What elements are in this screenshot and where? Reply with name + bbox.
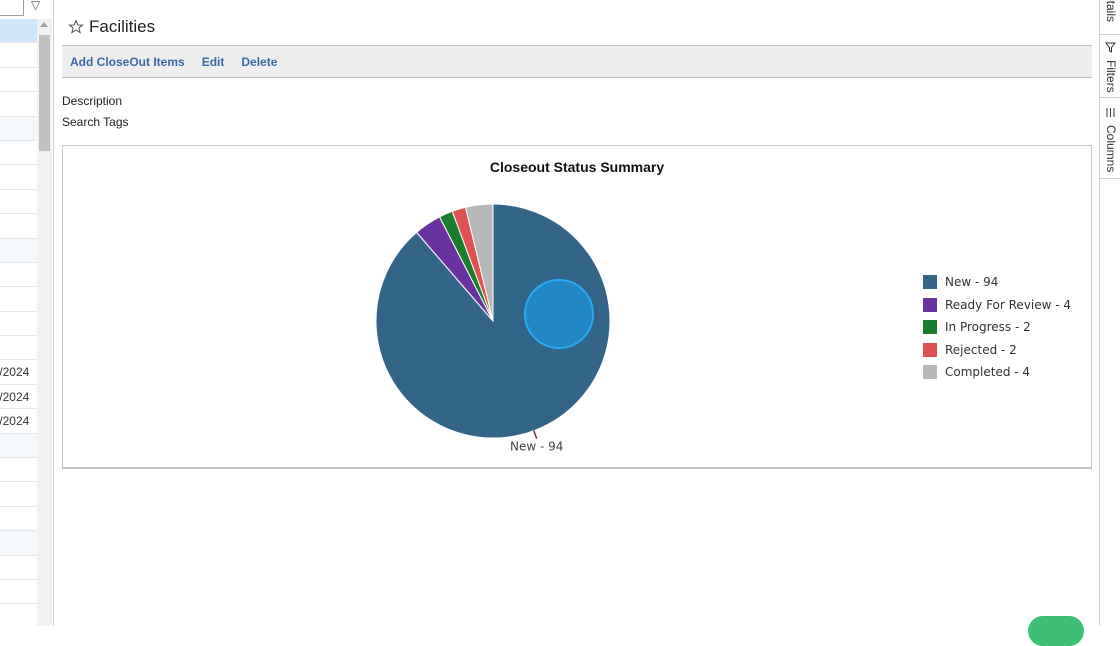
legend-item[interactable]: Ready For Review - 4 [923, 294, 1071, 317]
grid-filter-input[interactable] [0, 0, 24, 16]
table-row[interactable]: '/2024 [0, 360, 37, 385]
table-row[interactable] [0, 43, 37, 68]
edit-button[interactable]: Edit [201, 54, 225, 69]
pie-chart: New - 94 [375, 203, 611, 454]
legend-swatch [923, 365, 937, 380]
chart-legend: New - 94 Ready For Review - 4 In Progress … [923, 271, 1071, 384]
table-row[interactable] [0, 141, 37, 166]
table-cell: '/2024 [0, 389, 30, 404]
legend-swatch [923, 275, 937, 290]
table-row[interactable]: '/2024 [0, 409, 37, 434]
legend-swatch [923, 342, 937, 357]
page-title: Facilities [89, 17, 156, 36]
tab-filters-label: Filters [1104, 60, 1118, 93]
scroll-up-icon[interactable] [40, 22, 48, 27]
star-icon[interactable] [68, 19, 84, 35]
table-row[interactable] [0, 556, 37, 580]
legend-item[interactable]: New - 94 [923, 271, 1071, 294]
closeout-status-chart: Closeout Status Summary New - 94 New - 9… [62, 145, 1092, 469]
chart-title: Closeout Status Summary [489, 159, 665, 175]
legend-swatch [923, 320, 937, 335]
table-row[interactable] [0, 458, 37, 483]
table-row[interactable] [0, 531, 37, 556]
table-row[interactable] [0, 482, 37, 507]
table-row[interactable] [0, 19, 37, 44]
action-toolbar: Add CloseOut Items Edit Delete [62, 45, 1092, 78]
table-cell: '/2024 [0, 414, 30, 429]
tab-columns-label: Columns [1104, 125, 1118, 173]
legend-item[interactable]: Completed - 4 [923, 361, 1071, 384]
search-tags-label: Search Tags [62, 115, 129, 129]
delete-button[interactable]: Delete [241, 54, 278, 69]
legend-label: In Progress - 2 [945, 320, 1031, 335]
legend-label: New - 94 [945, 275, 999, 290]
table-row[interactable] [0, 214, 37, 239]
pie-slice-completed[interactable] [464, 203, 494, 322]
description-label: Description [62, 94, 123, 108]
table-row[interactable] [0, 287, 37, 312]
table-row[interactable] [0, 116, 37, 141]
table-row[interactable] [0, 238, 37, 263]
table-row[interactable] [0, 68, 37, 93]
tab-details-label: etails [1104, 0, 1118, 23]
page-header: Facilities [68, 16, 155, 38]
tab-filters[interactable]: Filters [1100, 35, 1120, 98]
main-content: Facilities Add CloseOut Items Edit Delet… [54, 0, 1099, 626]
grid-rows: '/2024 '/2024 '/2024 [0, 19, 37, 626]
left-grid-panel: ▽ '/2024 '/2024 '/2024 [0, 0, 54, 626]
legend-label: Rejected - 2 [945, 342, 1017, 357]
filter-icon[interactable]: ▽ [31, 0, 41, 12]
help-fab-button[interactable] [1028, 616, 1084, 646]
table-row[interactable] [0, 312, 37, 337]
legend-label: Completed - 4 [945, 365, 1031, 380]
grid-scrollbar[interactable] [37, 19, 52, 626]
hover-highlight-marker [524, 279, 594, 349]
legend-swatch [923, 297, 937, 312]
table-row[interactable] [0, 190, 37, 215]
filter-icon [1105, 42, 1116, 53]
table-row[interactable] [0, 336, 37, 361]
data-label-leader-line [533, 430, 538, 439]
legend-item[interactable]: Rejected - 2 [923, 339, 1071, 362]
scroll-thumb[interactable] [39, 35, 50, 151]
data-label: New - 94 [510, 440, 563, 454]
table-row[interactable] [0, 433, 37, 459]
legend-item[interactable]: In Progress - 2 [923, 316, 1071, 339]
add-closeout-items-button[interactable]: Add CloseOut Items [70, 54, 185, 69]
table-row[interactable] [0, 604, 37, 626]
table-row[interactable] [0, 165, 37, 190]
table-row[interactable] [0, 263, 37, 288]
table-cell: '/2024 [0, 365, 30, 380]
columns-icon [1106, 108, 1115, 117]
table-row[interactable]: '/2024 [0, 385, 37, 410]
table-row[interactable] [0, 580, 37, 605]
side-tool-panel: etails Filters Columns [1099, 0, 1120, 626]
tab-details[interactable]: etails [1100, 0, 1120, 35]
table-row[interactable] [0, 92, 37, 117]
table-row[interactable] [0, 507, 37, 532]
tab-columns[interactable]: Columns [1100, 98, 1120, 179]
legend-label: Ready For Review - 4 [945, 297, 1072, 312]
